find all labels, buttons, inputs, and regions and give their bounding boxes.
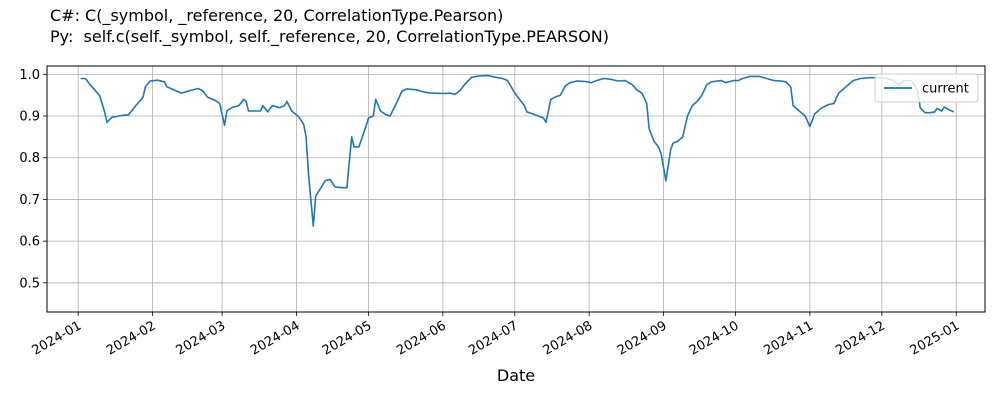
- y-tick-label: 0.6: [19, 235, 40, 250]
- x-tick-label: 2024-07: [466, 318, 521, 358]
- x-tick-label: 2024-08: [541, 318, 596, 358]
- plot-frame: [46, 65, 986, 313]
- x-tick-label: 2024-10: [687, 318, 742, 358]
- x-tick-label: 2024-03: [174, 318, 229, 358]
- y-tick-label: 0.9: [19, 110, 40, 125]
- x-tick-label: 2024-06: [394, 318, 449, 358]
- y-tick-label: 0.7: [19, 193, 40, 208]
- x-tick-label: 2024-09: [615, 318, 670, 358]
- series-layer: [80, 74, 955, 227]
- legend: current: [874, 73, 979, 103]
- y-tick-label: 0.5: [19, 276, 40, 291]
- legend-box: [874, 73, 979, 103]
- y-axis: 0.5 0.6 0.7 0.8 0.9 1.0: [19, 68, 47, 291]
- y-tick-label: 1.0: [19, 68, 40, 83]
- x-tick-label: 2024-04: [248, 318, 303, 358]
- x-tick-label: 2025-01: [908, 318, 963, 358]
- x-tick-label: 2024-12: [833, 318, 888, 358]
- x-axis: 2024-01 2024-02 2024-03 2024-04 2024-05 2024-…: [30, 312, 963, 359]
- grid: [47, 66, 985, 312]
- x-tick-label: 2024-01: [30, 318, 85, 358]
- x-tick-label: 2024-02: [104, 318, 159, 358]
- chart-title-python: Py: self.c(self._symbol, self._reference…: [50, 27, 609, 46]
- x-tick-label: 2024-05: [320, 318, 375, 358]
- legend-label: current: [922, 82, 969, 97]
- x-tick-label: 2024-11: [761, 318, 816, 358]
- y-tick-label: 0.8: [19, 151, 40, 166]
- x-axis-label: Date: [497, 366, 535, 385]
- chart-title-csharp: C#: C(_symbol, _reference, 20, Correlati…: [50, 6, 504, 25]
- series-line-current: [80, 74, 955, 227]
